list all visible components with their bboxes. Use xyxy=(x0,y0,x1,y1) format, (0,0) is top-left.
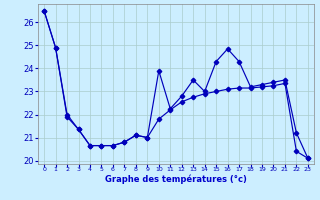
X-axis label: Graphe des températures (°c): Graphe des températures (°c) xyxy=(105,175,247,184)
